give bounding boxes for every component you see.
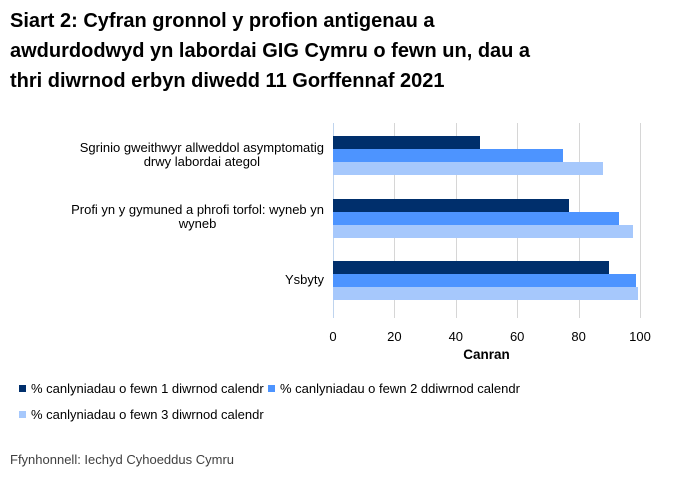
bar-series-3-category-1: [333, 224, 634, 238]
bar-group-0: [333, 123, 640, 186]
gridline-100: [640, 123, 641, 318]
legend-label-2: % canlyniadau o fewn 2 ddiwrnod calendr: [280, 381, 520, 396]
bar-series-2-category-0: [333, 149, 564, 163]
chart-title-line-3: thri diwrnod erbyn diwedd 11 Gorffennaf …: [10, 70, 445, 92]
legend-swatch-1: [19, 385, 26, 392]
bar-group-1: [333, 186, 640, 249]
category-row-0: Sgrinio gweithwyr allweddol asymptomatig…: [0, 123, 327, 186]
x-tick-label-20: 20: [387, 329, 402, 344]
bar-series-1-category-0: [333, 136, 481, 150]
legend-swatch-2: [268, 385, 275, 392]
bar-series-1-category-1: [333, 198, 570, 212]
category-label-1: Profi yn y gymuned a phrofi torfol: wyne…: [71, 202, 324, 232]
legend-label-3: % canlyniadau o fewn 3 diwrnod calendr: [31, 407, 264, 422]
source-note: Ffynhonnell: Iechyd Cyhoeddus Cymru: [10, 452, 235, 467]
legend-item-1: % canlyniadau o fewn 1 diwrnod calendr: [19, 381, 264, 396]
category-label-2: Ysbyty: [284, 271, 324, 287]
category-row-1: Profi yn y gymuned a phrofi torfol: wyne…: [0, 186, 327, 249]
bar-series-2-category-2: [333, 274, 636, 288]
legend-item-3: % canlyniadau o fewn 3 diwrnod calendr: [19, 407, 264, 422]
bar-series-2-category-1: [333, 211, 619, 225]
x-axis-ticks: 0 20 40 60 80 100: [329, 329, 650, 345]
category-row-2: Ysbyty: [0, 248, 327, 311]
x-tick-label-80: 80: [571, 329, 586, 344]
bar-group-2: [333, 248, 640, 311]
category-label-0: Sgrinio gweithwyr allweddol asymptomatig…: [79, 139, 324, 169]
x-tick-label-0: 0: [329, 329, 337, 344]
plot-area: [333, 123, 641, 318]
bar-series-3-category-0: [333, 162, 604, 176]
x-axis-title: Canran: [463, 347, 510, 362]
legend-item-2: % canlyniadau o fewn 2 ddiwrnod calendr: [268, 381, 520, 396]
legend-label-1: % canlyniadau o fewn 1 diwrnod calendr: [31, 381, 264, 396]
chart-title: Siart 2: Cyfran gronnol y profion antige…: [10, 6, 675, 96]
chart-title-line-2: awdurdodwyd yn labordai GIG Cymru o fewn…: [10, 40, 531, 62]
legend-swatch-3: [19, 411, 26, 418]
chart-title-line-1: Siart 2: Cyfran gronnol y profion antige…: [10, 10, 435, 32]
x-tick-label-100: 100: [629, 329, 651, 344]
category-axis-labels: Sgrinio gweithwyr allweddol asymptomatig…: [0, 123, 327, 311]
x-tick-label-40: 40: [448, 329, 464, 344]
bar-series-1-category-2: [333, 261, 610, 275]
bar-series-3-category-2: [333, 287, 639, 301]
x-tick-label-60: 60: [509, 329, 525, 344]
